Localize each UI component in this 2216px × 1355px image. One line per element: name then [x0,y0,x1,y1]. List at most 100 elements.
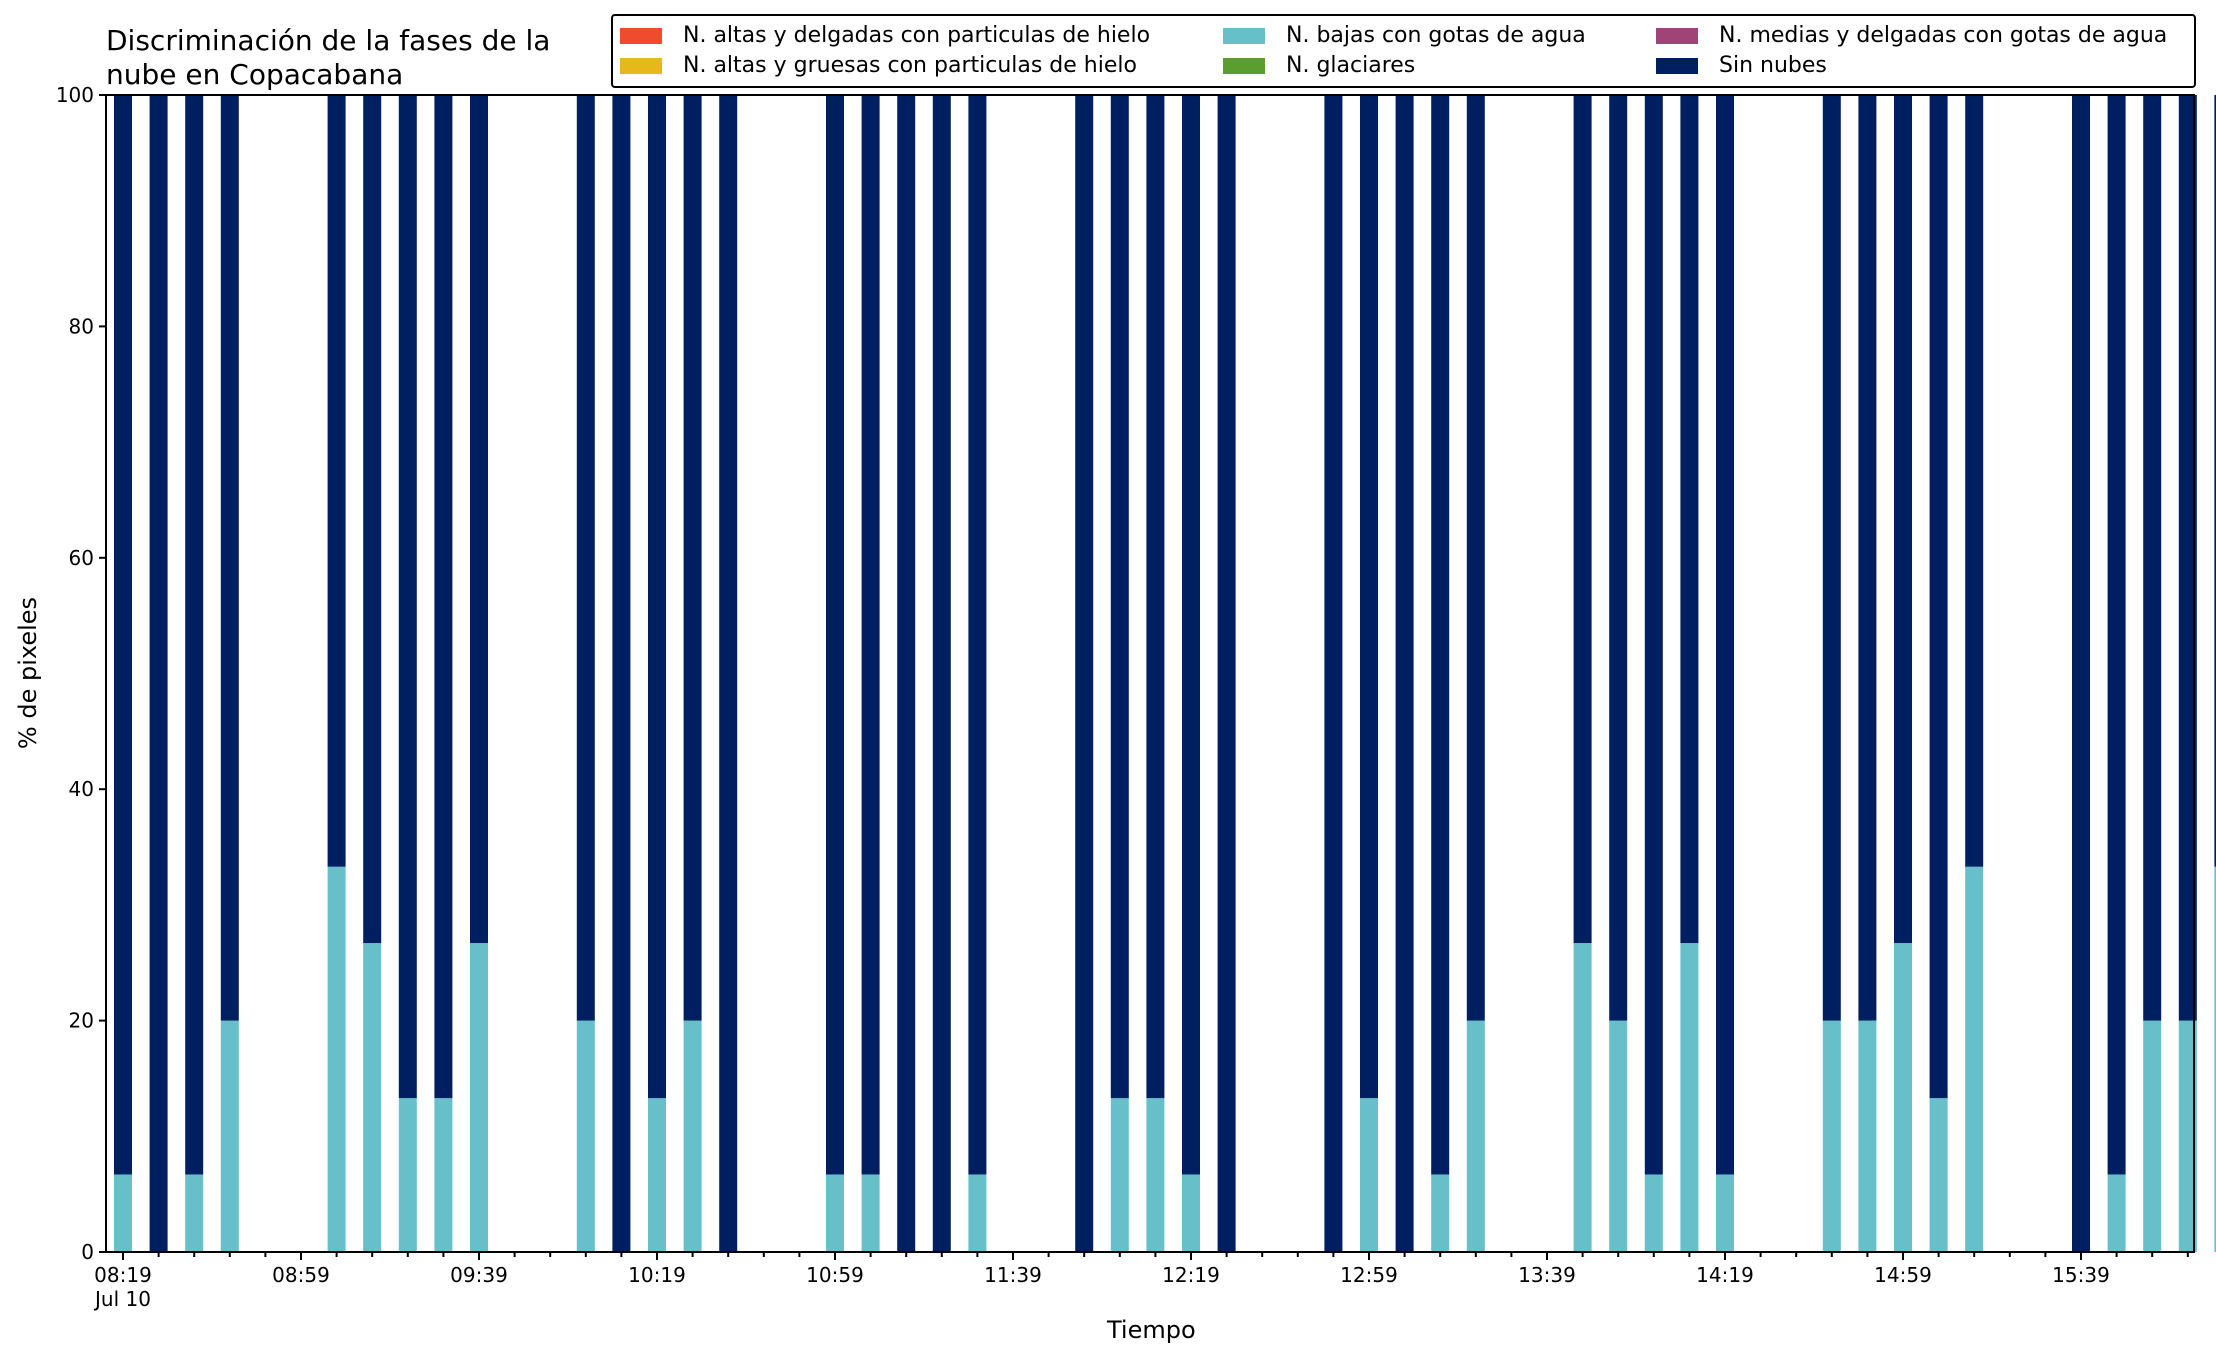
bar-segment-0819-s5 [114,95,132,1175]
legend: N. altas y delgadas con particulas de hi… [611,14,2196,88]
legend-swatch [620,27,662,44]
legend-label: N. bajas con gotas de agua [1286,23,1586,48]
bar-segment-1555-s5 [2143,95,2162,1021]
legend-label: Sin nubes [1719,53,1827,78]
bar-segment-0827-s5 [149,95,168,1252]
x-tick-label: 10:19 [628,1263,686,1287]
legend-swatch [1223,57,1265,74]
bar-segment-1539-s5 [2072,95,2090,1252]
legend-item: N. glaciares [1223,53,1415,78]
x-tick-label: 08:59 [272,1263,330,1287]
y-tick-label: 0 [81,1240,94,1264]
bar-segment-0915-s2 [363,943,382,1252]
bar-segment-1451-s2 [1858,1020,1877,1252]
bar-segment-1107-s2 [861,1174,880,1252]
bar-segment-1419-s2 [1716,1174,1734,1252]
bar-segment-1011-s5 [612,95,631,1252]
bar-segment-1459-s5 [1894,95,1912,944]
x-tick-label: 14:19 [1696,1263,1754,1287]
bar-segment-1443-s2 [1822,1020,1841,1252]
legend-swatch [1223,27,1265,44]
bar-segment-0835-s5 [185,95,204,1175]
bar-segment-1219-s2 [1182,1174,1200,1252]
legend-swatch [1656,57,1698,74]
bar-segment-1603-s2 [2178,1020,2197,1252]
bar-segment-1611-s2 [2214,866,2216,1252]
legend-item: N. bajas con gotas de agua [1223,23,1586,48]
bar-segment-1323-s5 [1466,95,1485,1021]
plot-frame [105,94,2195,1253]
x-axis-label: Tiempo [1107,1316,1196,1344]
bar-segment-1259-s5 [1360,95,1378,1099]
bar-segment-1411-s5 [1680,95,1699,944]
bar-segment-1219-s5 [1182,95,1200,1175]
bar-segment-1227-s5 [1217,95,1236,1252]
bar-segment-1451-s5 [1858,95,1877,1021]
bar-segment-1315-s5 [1431,95,1450,1175]
x-tick-label: 10:59 [806,1263,864,1287]
bar-segment-0931-s5 [434,95,453,1099]
bar-segment-0907-s2 [327,866,346,1252]
legend-label: N. glaciares [1286,53,1416,78]
bar-segment-1003-s2 [576,1020,595,1252]
bar-segment-0923-s2 [398,1098,417,1252]
y-tick-label: 60 [69,546,94,570]
chart-title-line-1: Discriminación de la fases de la [106,24,551,57]
bar-segment-1507-s2 [1929,1098,1948,1252]
x-tick-label: 13:39 [1518,1263,1576,1287]
legend-item: N. altas y gruesas con particulas de hie… [620,53,1137,78]
x-tick-label: 14:59 [1874,1263,1932,1287]
bar-segment-1347-s5 [1573,95,1592,944]
legend-item: N. altas y delgadas con particulas de hi… [620,23,1150,48]
bar-segment-1019-s2 [648,1098,666,1252]
bar-segment-0835-s2 [185,1174,204,1252]
bar-segment-1315-s2 [1431,1174,1450,1252]
legend-item: Sin nubes [1656,53,1827,78]
bar-segment-1203-s2 [1110,1098,1129,1252]
y-axis: 0 20 40 60 80 100 [56,83,106,1264]
bar-segment-0939-s5 [470,95,488,944]
bar-segment-1003-s5 [576,95,595,1021]
y-axis-label: % de pixeles [14,596,42,750]
legend-swatch [620,57,662,74]
bar-segment-1027-s2 [683,1020,702,1252]
bar-segment-1547-s5 [2107,95,2126,1175]
bar-segment-1355-s2 [1609,1020,1628,1252]
bar-segment-0907-s5 [327,95,346,867]
bar-segment-1355-s5 [1609,95,1628,1021]
x-tick-label: 12:59 [1340,1263,1398,1287]
bar-segment-1211-s5 [1146,95,1165,1099]
bar-segment-1459-s2 [1894,943,1912,1252]
bar-segment-1403-s2 [1644,1174,1663,1252]
bar-segment-1259-s2 [1360,1098,1378,1252]
bar-segment-1555-s2 [2143,1020,2162,1252]
bar-segment-1419-s5 [1716,95,1734,1175]
bar-segment-1507-s5 [1929,95,1948,1099]
legend-label: N. altas y gruesas con particulas de hie… [683,53,1137,78]
bar-segment-1547-s2 [2107,1174,2126,1252]
bar-segment-1603-s5 [2178,95,2197,1021]
bar-segment-1611-s5 [2214,95,2216,867]
bars-layer [114,95,2216,1252]
bar-segment-1019-s5 [648,95,666,1099]
bar-segment-1059-s5 [826,95,844,1175]
bar-segment-1211-s2 [1146,1098,1165,1252]
x-tick-label: 15:39 [2052,1263,2110,1287]
chart-title-line-2: nube en Copacabana [106,58,404,91]
legend-label: N. medias y delgadas con gotas de agua [1719,23,2168,48]
bar-segment-1251-s5 [1324,95,1343,1252]
bar-segment-1515-s2 [1965,866,1984,1252]
bar-segment-1307-s5 [1395,95,1414,1252]
bar-segment-1059-s2 [826,1174,844,1252]
bar-segment-1115-s5 [897,95,916,1252]
bar-segment-0939-s2 [470,943,488,1252]
legend-item: N. medias y delgadas con gotas de agua [1656,23,2167,48]
y-tick-label: 40 [69,777,94,801]
legend-swatch [1656,27,1698,44]
legend-label: N. altas y delgadas con particulas de hi… [683,23,1151,48]
x-tick-label: 11:39 [984,1263,1042,1287]
bar-segment-0843-s2 [220,1020,239,1252]
bar-segment-0923-s5 [398,95,417,1099]
